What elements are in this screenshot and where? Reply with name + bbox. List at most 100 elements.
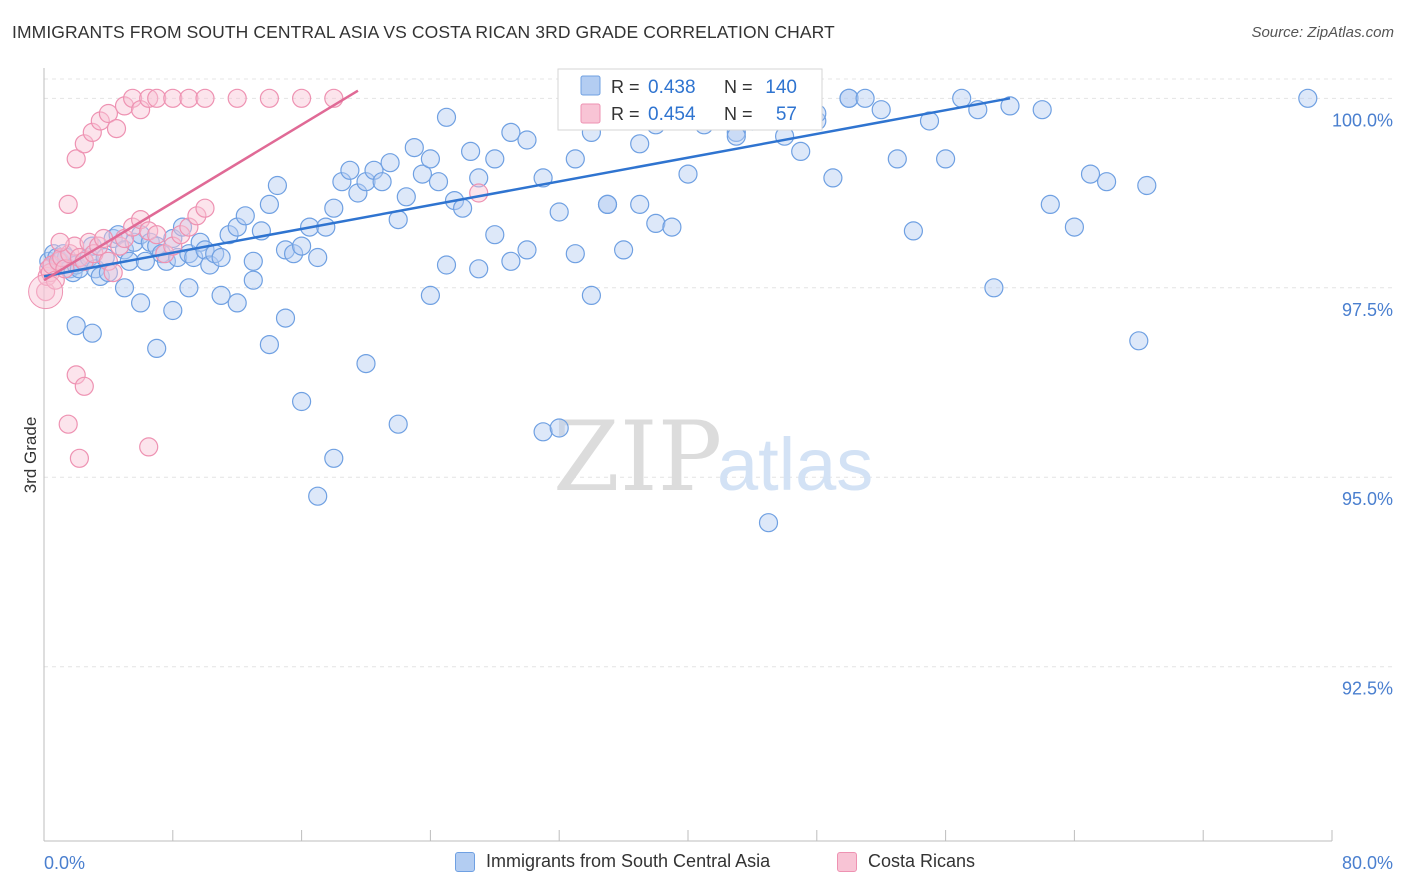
point-south-central-asia [267, 175, 287, 196]
point-south-central-asia [356, 172, 376, 192]
point-south-central-asia [823, 168, 843, 188]
stats-legend: R = 0.438 N = 140 R = 0.454 N = 57 [557, 68, 823, 131]
point-south-central-asia [243, 251, 263, 271]
gridlines [43, 78, 1392, 841]
point-south-central-asia [200, 255, 220, 275]
point-costa-ricans [50, 232, 70, 252]
point-south-central-asia [324, 198, 344, 218]
point-south-central-asia [871, 100, 891, 120]
point-south-central-asia [227, 293, 247, 313]
point-south-central-asia [372, 172, 392, 192]
point-south-central-asia [581, 285, 602, 305]
point-costa-ricans [98, 103, 119, 124]
point-south-central-asia [340, 160, 360, 180]
point-south-central-asia [131, 293, 151, 313]
point-costa-ricans [259, 88, 279, 108]
point-south-central-asia [839, 88, 859, 108]
point-south-central-asia [597, 194, 618, 214]
trendline-south-central-asia [43, 97, 1011, 278]
point-south-central-asia [549, 418, 569, 438]
point-south-central-asia [179, 278, 199, 298]
point-south-central-asia [469, 259, 489, 279]
legend-label-costa-ricans: Costa Ricans [868, 851, 976, 871]
zipatlas-watermark: ZIP atlas [553, 401, 873, 513]
point-south-central-asia [284, 244, 304, 264]
point-costa-ricans [195, 88, 215, 108]
point-south-central-asia [1096, 172, 1117, 192]
x-tick-label: 0.0% [44, 853, 85, 873]
stats-legend-r-value-1: 0.438 [648, 77, 696, 98]
point-costa-ricans [292, 88, 312, 108]
point-south-central-asia [219, 225, 239, 245]
point-south-central-asia [404, 138, 424, 158]
point-costa-ricans [114, 96, 135, 116]
point-south-central-asia [308, 486, 328, 506]
point-south-central-asia [517, 130, 537, 150]
point-costa-ricans [469, 183, 489, 203]
point-south-central-asia [855, 88, 875, 108]
point-costa-ricans [187, 206, 207, 226]
watermark-atlas: atlas [717, 423, 873, 506]
point-south-central-asia [453, 198, 473, 218]
point-south-central-asia [348, 183, 368, 203]
stats-legend-box [557, 68, 823, 131]
stats-legend-r-label-1: R = [611, 77, 640, 97]
point-south-central-asia [172, 217, 193, 237]
point-costa-ricans [179, 217, 199, 237]
y-tick-label: 95.0% [1342, 489, 1393, 509]
point-south-central-asia [678, 164, 698, 184]
point-south-central-asia [485, 225, 505, 245]
point-south-central-asia [259, 335, 279, 355]
stats-legend-n-value-2: 57 [776, 104, 797, 125]
point-south-central-asia [428, 172, 449, 192]
point-costa-ricans [163, 88, 183, 108]
point-costa-ricans [147, 88, 167, 108]
point-south-central-asia [324, 448, 344, 468]
axes [43, 68, 1332, 842]
point-south-central-asia [243, 270, 263, 290]
point-costa-ricans [58, 194, 78, 214]
y-tick-label: 92.5% [1342, 679, 1393, 699]
point-costa-ricans [69, 448, 90, 468]
point-south-central-asia [380, 153, 400, 173]
point-south-central-asia [135, 251, 155, 271]
stats-legend-swatch-pink [580, 103, 601, 124]
point-south-central-asia [436, 107, 457, 127]
point-south-central-asia [887, 149, 907, 169]
point-south-central-asia [461, 141, 481, 161]
point-south-central-asia [147, 338, 167, 358]
point-south-central-asia [517, 240, 537, 260]
point-costa-ricans [139, 88, 159, 108]
point-south-central-asia [1080, 164, 1101, 184]
point-south-central-asia [114, 278, 135, 298]
point-south-central-asia [227, 217, 247, 237]
y-tick-label: 97.5% [1342, 300, 1393, 320]
y-tick-label: 100.0% [1332, 110, 1393, 130]
point-south-central-asia [984, 278, 1004, 298]
point-south-central-asia [613, 240, 634, 260]
chart-title: IMMIGRANTS FROM SOUTH CENTRAL ASIA VS CO… [12, 22, 835, 42]
trendline-costa-ricans [43, 89, 359, 282]
point-costa-ricans [195, 198, 215, 218]
point-south-central-asia [630, 134, 650, 154]
point-costa-ricans [106, 119, 127, 139]
point-south-central-asia [1040, 194, 1060, 214]
point-south-central-asia [1064, 217, 1085, 237]
point-south-central-asia [791, 141, 811, 161]
point-south-central-asia [1000, 96, 1020, 116]
legend-swatch-blue [455, 851, 475, 872]
point-south-central-asia [308, 247, 328, 268]
point-costa-ricans [171, 225, 191, 245]
point-south-central-asia [662, 217, 682, 237]
stats-legend-r-value-2: 0.454 [648, 104, 696, 125]
point-south-central-asia [235, 206, 255, 226]
point-costa-ricans [74, 134, 94, 154]
point-south-central-asia [501, 122, 521, 142]
point-south-central-asia [646, 213, 666, 233]
stats-legend-n-label-1: N = [724, 77, 753, 97]
point-south-central-asia [332, 172, 352, 192]
point-south-central-asia [436, 255, 457, 275]
point-south-central-asia [565, 149, 585, 169]
point-south-central-asia [292, 236, 312, 256]
